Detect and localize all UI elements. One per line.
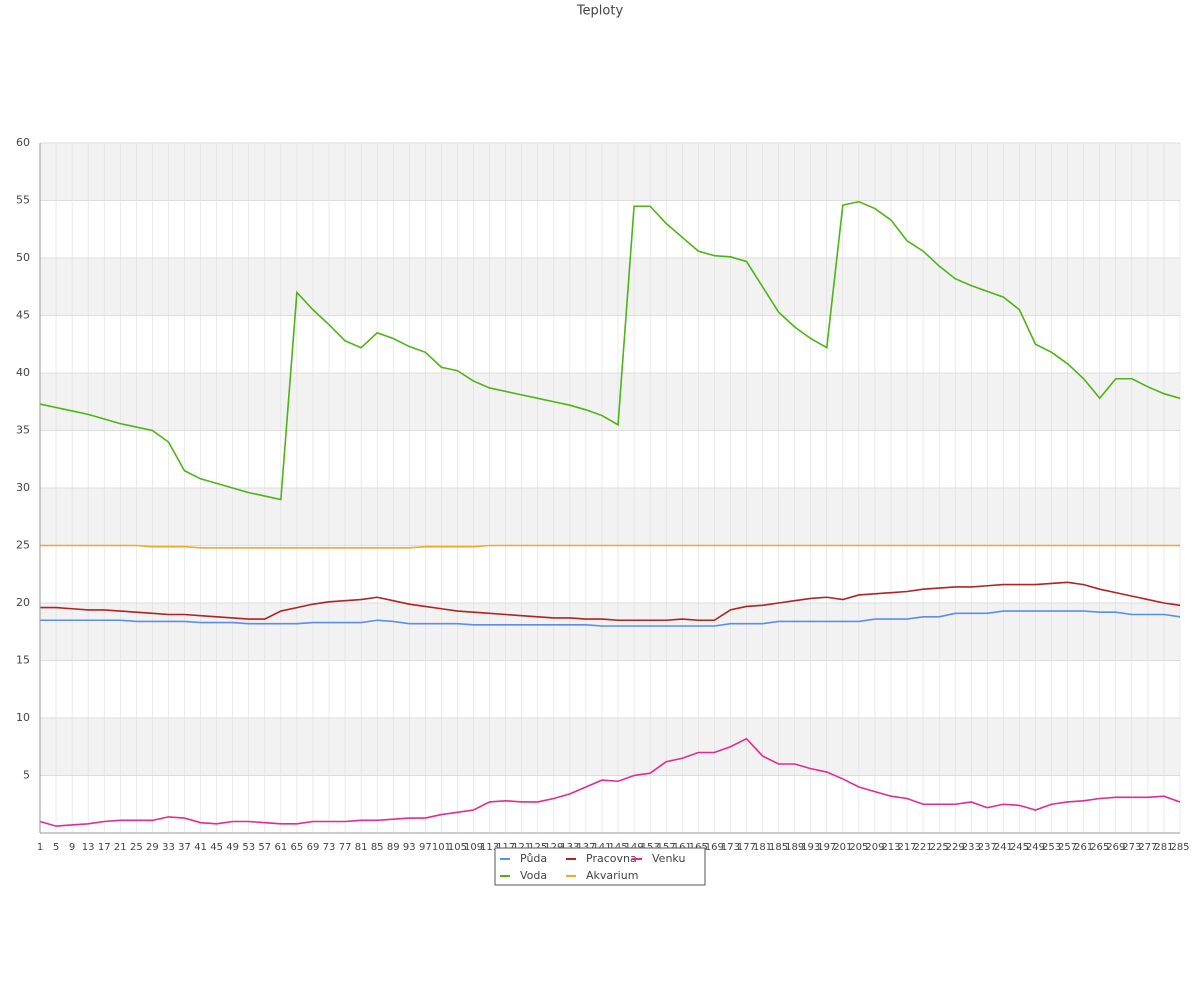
x-tick-label: 197 — [817, 842, 836, 853]
grid-band — [40, 143, 1180, 201]
plot — [39, 200, 1181, 827]
x-tick-label: 37 — [178, 842, 191, 853]
x-tick-label: 9 — [69, 842, 75, 853]
x-tick-label: 93 — [403, 842, 416, 853]
x-tick-label: 217 — [897, 842, 916, 853]
x-tick-label: 285 — [1170, 842, 1189, 853]
legend-label: Voda — [520, 869, 547, 882]
series-line — [39, 200, 1181, 501]
legend-label: Akvarium — [586, 869, 638, 882]
x-tick-label: 233 — [962, 842, 981, 853]
x-tick-label: 173 — [721, 842, 740, 853]
x-tick-label: 281 — [1154, 842, 1173, 853]
x-tick-label: 89 — [387, 842, 400, 853]
y-tick-label: 40 — [16, 366, 30, 379]
x-tick-label: 53 — [242, 842, 255, 853]
x-tick-label: 273 — [1122, 842, 1141, 853]
x-tick-label: 213 — [881, 842, 900, 853]
y-tick-label: 10 — [16, 711, 30, 724]
x-tick-label: 181 — [753, 842, 772, 853]
x-tick-label: 29 — [146, 842, 159, 853]
x-tick-label: 69 — [307, 842, 320, 853]
x-tick-label: 73 — [323, 842, 336, 853]
y-tick-label: 60 — [16, 136, 30, 149]
x-tick-label: 61 — [274, 842, 287, 853]
x-tick-label: 209 — [865, 842, 884, 853]
x-tick-label: 245 — [1010, 842, 1029, 853]
x-tick-label: 277 — [1138, 842, 1157, 853]
x-tick-label: 257 — [1058, 842, 1077, 853]
x-tick-label: 105 — [448, 842, 467, 853]
series-line — [40, 610, 1181, 627]
x-tick-label: 5 — [53, 842, 59, 853]
x-tick-label: 201 — [833, 842, 852, 853]
x-tick-label: 189 — [785, 842, 804, 853]
x-tick-label: 97 — [419, 842, 432, 853]
y-tick-label: 5 — [23, 769, 30, 782]
series-line — [39, 737, 1181, 827]
x-tick-label: 49 — [226, 842, 239, 853]
grid-band — [40, 718, 1180, 776]
grid-band — [40, 488, 1180, 546]
x-tick-label: 265 — [1090, 842, 1109, 853]
x-tick-label: 169 — [705, 842, 724, 853]
x-tick-label: 177 — [737, 842, 756, 853]
chart-title: Teploty — [576, 4, 624, 19]
x-tick-label: 261 — [1074, 842, 1093, 853]
series-line — [40, 581, 1181, 622]
x-tick-label: 109 — [464, 842, 483, 853]
x-tick-label: 57 — [258, 842, 271, 853]
x-tick-label: 85 — [371, 842, 384, 853]
y-tick-label: 45 — [16, 309, 30, 322]
x-tick-label: 77 — [339, 842, 352, 853]
x-tick-label: 185 — [769, 842, 788, 853]
legend-label: Pracovna — [586, 852, 637, 865]
x-tick-label: 205 — [849, 842, 868, 853]
legend-label: Půda — [520, 852, 547, 865]
grid-band — [40, 373, 1180, 431]
grid-band — [40, 258, 1180, 316]
x-tick-label: 237 — [978, 842, 997, 853]
x-tick-label: 101 — [432, 842, 451, 853]
y-tick-label: 50 — [16, 251, 30, 264]
x-tick-label: 253 — [1042, 842, 1061, 853]
bands — [39, 142, 1181, 833]
x-tick-label: 193 — [801, 842, 820, 853]
series-line — [40, 544, 1180, 549]
x-tick-label: 45 — [210, 842, 223, 853]
x-tick-label: 25 — [130, 842, 143, 853]
x-tick-label: 21 — [114, 842, 127, 853]
x-tick-label: 17 — [98, 842, 111, 853]
x-tick-label: 249 — [1026, 842, 1045, 853]
y-tick-label: 15 — [16, 654, 30, 667]
x-tick-label: 229 — [946, 842, 965, 853]
x-tick-label: 13 — [82, 842, 95, 853]
x-tick-label: 269 — [1106, 842, 1125, 853]
y-tick-label: 25 — [16, 539, 30, 552]
y-tick-label: 30 — [16, 481, 30, 494]
x-tick-label: 225 — [930, 842, 949, 853]
x-tick-label: 81 — [355, 842, 368, 853]
x-tick-label: 65 — [291, 842, 304, 853]
x-tick-label: 241 — [994, 842, 1013, 853]
x-tick-label: 113 — [480, 842, 499, 853]
y-tick-label: 55 — [16, 194, 30, 207]
legend-label: Venku — [652, 852, 685, 865]
legend-box — [494, 847, 706, 886]
y-tick-label: 20 — [16, 596, 30, 609]
x-tick-label: 41 — [194, 842, 207, 853]
y-tick-label: 35 — [16, 424, 30, 437]
x-tick-label: 221 — [914, 842, 933, 853]
x-tick-label: 1 — [37, 842, 43, 853]
x-tick-label: 33 — [162, 842, 175, 853]
